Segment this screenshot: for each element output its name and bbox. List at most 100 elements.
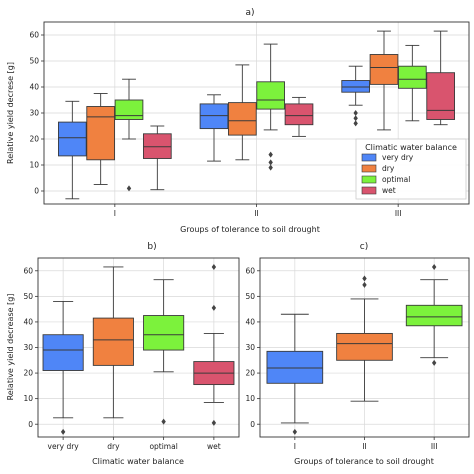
panel-b-ylabel: Relative yield decrease [g] bbox=[6, 294, 15, 401]
panel-a-very-dry-iqr-box bbox=[58, 121, 87, 157]
panel-a-very-dry-iqr-box bbox=[199, 103, 229, 130]
panel-a-optimal-outlier bbox=[268, 164, 273, 171]
panel-b-ytick-label: 0 bbox=[28, 420, 33, 429]
panel-b: b) 0 10 20 30 40 50 60 very dry dry optimal wet C… bbox=[6, 242, 240, 466]
legend-title: Climatic water balance bbox=[365, 143, 457, 152]
panel-c-III-iqr-box bbox=[405, 304, 463, 327]
panel-c-ytick-label: 0 bbox=[250, 420, 255, 429]
panel-c-xtick-label: III bbox=[431, 442, 438, 451]
panel-b-boxes bbox=[42, 263, 235, 435]
panel-c-ytick-label: 60 bbox=[245, 266, 255, 275]
panel-a-dry-box bbox=[227, 64, 257, 161]
panel-a-dry-box bbox=[369, 30, 399, 131]
panel-a-ytick-label: 30 bbox=[29, 109, 39, 118]
panel-b-optimal-iqr-box bbox=[143, 315, 185, 351]
panel-c-title: c) bbox=[360, 242, 368, 252]
panel-b-optimal-outlier bbox=[161, 418, 166, 425]
panel-c-II-outlier bbox=[362, 275, 367, 282]
panel-b-xtick-label: very dry bbox=[48, 442, 80, 451]
panel-b-wet-outlier bbox=[211, 304, 217, 311]
panel-b-dry-iqr-box bbox=[92, 317, 134, 366]
panel-b-ytick-label: 50 bbox=[23, 292, 33, 301]
panel-b-ytick-label: 20 bbox=[23, 369, 33, 378]
panel-a-ytick-label: 10 bbox=[29, 161, 39, 170]
panel-c-II-iqr-box bbox=[336, 332, 393, 361]
panel-a-optimal-iqr-box bbox=[256, 81, 285, 110]
panel-c-I-iqr-box bbox=[266, 350, 324, 384]
panel-b-ytick-label: 60 bbox=[23, 266, 33, 275]
panel-a-ytick-label: 0 bbox=[34, 187, 39, 196]
panel-a-optimal-box bbox=[256, 43, 285, 171]
panel-c-ytick-label: 40 bbox=[245, 318, 255, 327]
panel-a-optimal-outlier bbox=[126, 185, 132, 192]
panel-a-wet-box bbox=[284, 96, 314, 137]
panel-c-III-outlier bbox=[431, 263, 437, 270]
panel-a-xtick-label: I bbox=[114, 209, 116, 218]
panel-c-xticks: I II III bbox=[294, 437, 438, 451]
panel-a-wet-box bbox=[426, 30, 455, 126]
panel-a-optimal-outlier bbox=[268, 159, 273, 166]
legend-entry-label: wet bbox=[382, 186, 396, 195]
panel-a-very-dry-outlier bbox=[353, 110, 358, 116]
panel-a-legend: Climatic water balance very dry dry optima… bbox=[355, 138, 467, 200]
panel-c-ytick-label: 30 bbox=[245, 343, 255, 352]
panel-a-optimal-outlier bbox=[268, 151, 273, 158]
panel-a-ytick-label: 50 bbox=[29, 57, 39, 66]
panel-a-optimal-box bbox=[398, 44, 427, 122]
panel-a-yticks: 0 10 20 30 40 50 60 bbox=[29, 31, 44, 196]
panel-c-II-outlier bbox=[362, 281, 367, 288]
panel-b-xtick-label: wet bbox=[207, 442, 221, 451]
panel-a-very-dry-box bbox=[341, 65, 370, 127]
panel-a-optimal-iqr-box bbox=[114, 99, 144, 120]
panel-b-title: b) bbox=[147, 242, 156, 252]
panel-a-optimal-iqr-box bbox=[398, 65, 427, 89]
panel-a-xtick-label: III bbox=[395, 209, 402, 218]
panel-a-ytick-label: 20 bbox=[29, 135, 39, 144]
panel-c-xtick-label: I bbox=[294, 442, 296, 451]
panel-c-yticks: 0 10 20 30 40 50 60 bbox=[245, 266, 260, 429]
panel-c-xlabel: Groups of tolerance to soil drought bbox=[294, 457, 434, 466]
panel-c-ytick-label: 10 bbox=[245, 394, 255, 403]
panel-a-optimal-box bbox=[114, 78, 144, 192]
panel-a-dry-iqr-box bbox=[227, 102, 257, 136]
panel-b-xtick-label: dry bbox=[107, 442, 120, 451]
legend-swatch bbox=[361, 175, 377, 184]
panel-b-xticks: very dry dry optimal wet bbox=[48, 437, 221, 451]
panel-b-ytick-label: 10 bbox=[23, 394, 33, 403]
legend-entry-label: dry bbox=[382, 164, 395, 173]
panel-a-wet-iqr-box bbox=[284, 103, 314, 126]
panel-b-optimal-box bbox=[143, 279, 185, 425]
panel-c-boxes bbox=[266, 263, 463, 435]
panel-c-ytick-label: 20 bbox=[245, 369, 255, 378]
panel-b-very-dry-box bbox=[42, 301, 84, 435]
panel-a-very-dry-outlier bbox=[353, 120, 358, 127]
panel-c-III-box bbox=[405, 263, 463, 366]
panel-b-xlabel: Climatic water balance bbox=[92, 457, 184, 466]
panel-a-dry-iqr-box bbox=[369, 54, 399, 85]
panel-c-ytick-label: 50 bbox=[245, 292, 255, 301]
panel-b-yticks: 0 10 20 30 40 50 60 bbox=[23, 266, 38, 429]
legend-entry-label: very dry bbox=[382, 153, 414, 162]
panel-a-title: a) bbox=[245, 8, 254, 18]
panel-c-xtick-label: II bbox=[362, 442, 366, 451]
panel-a-ytick-label: 40 bbox=[29, 83, 39, 92]
panel-c-I-box bbox=[266, 313, 324, 435]
panel-b-xtick-label: optimal bbox=[149, 442, 177, 451]
panel-b-ytick-label: 30 bbox=[23, 343, 33, 352]
legend-swatch bbox=[361, 153, 377, 162]
panel-a-wet-box bbox=[142, 125, 172, 191]
panel-a-wet-iqr-box bbox=[426, 72, 455, 120]
legend-swatch bbox=[361, 164, 377, 173]
panel-a-ylabel: Relative yield decrese [g] bbox=[6, 62, 15, 164]
panel-b-dry-box bbox=[92, 266, 134, 419]
panel-a-very-dry-box bbox=[58, 100, 87, 200]
panel-a-dry-box bbox=[86, 93, 115, 185]
panel-a-very-dry-outlier bbox=[353, 115, 358, 122]
panel-a-ytick-label: 60 bbox=[29, 31, 39, 40]
panel-b-wet-outlier bbox=[211, 263, 217, 270]
panel-a-wet-iqr-box bbox=[142, 133, 172, 159]
panel-a-very-dry-iqr-box bbox=[341, 80, 370, 93]
